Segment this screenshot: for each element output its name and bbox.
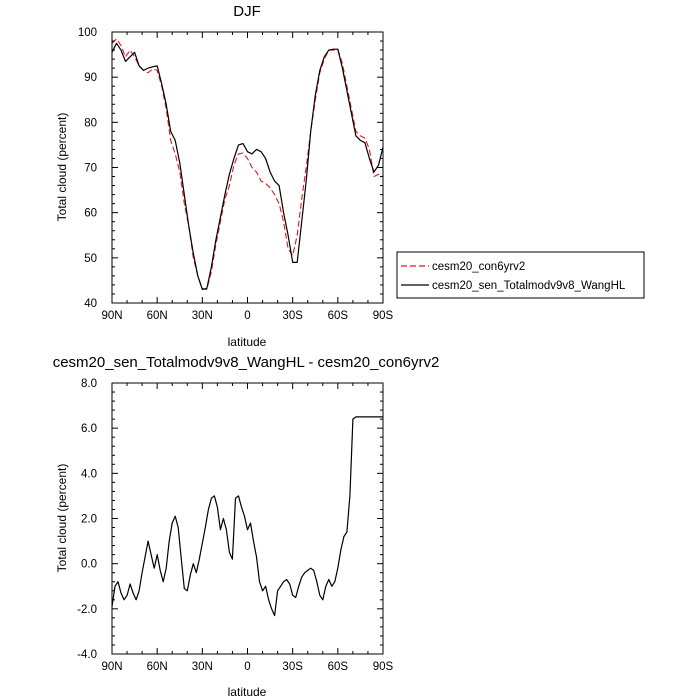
bottom-y-tick-label: 4.0: [81, 468, 97, 480]
bottom-chart: cesm20_sen_Totalmodv9v8_WangHL - cesm20_…: [53, 354, 440, 699]
bottom-y-axis-label: Total cloud (percent): [55, 464, 69, 573]
top-y-tick-label: 90: [84, 72, 97, 84]
bottom-y-tick-label: 2.0: [81, 514, 97, 526]
bottom-y-tick-label: 0.0: [81, 559, 97, 571]
top-x-tick-label: 30S: [282, 310, 303, 322]
legend: cesm20_con6yrv2 cesm20_sen_Totalmodv9v8_…: [396, 251, 645, 299]
bottom-x-tick-label: 0: [244, 661, 250, 673]
legend-box: [396, 251, 645, 299]
top-x-tick-label: 60S: [328, 310, 349, 322]
top-x-tick-label: 30N: [192, 310, 213, 322]
top-x-tick-label: 0: [244, 310, 250, 322]
top-y-tick-label: 100: [78, 27, 97, 39]
top-x-tick-label: 90N: [101, 310, 122, 322]
top-chart-title: DJF: [233, 3, 261, 20]
bottom-x-axis-label: latitude: [228, 685, 267, 699]
bottom-chart-title: cesm20_sen_Totalmodv9v8_WangHL - cesm20_…: [53, 354, 440, 371]
top-x-tick-label: 90S: [373, 310, 394, 322]
legend-label-con6yrv2: cesm20_con6yrv2: [432, 261, 525, 273]
bottom-series-line-0: [111, 416, 383, 617]
bottom-y-tick-label: -4.0: [77, 649, 97, 661]
top-series-line-0: [111, 38, 384, 290]
top-y-tick-label: 80: [84, 117, 97, 129]
top-y-tick-label: 50: [84, 253, 97, 265]
bottom-y-tick-label: -2.0: [77, 604, 97, 616]
bottom-x-tick-label: 90S: [373, 661, 394, 673]
top-chart: DJF 90N 60N 30N 0 30S 60S 90S 40 50 60 70 80 90 100 l…: [55, 3, 394, 349]
top-x-tick-label: 60N: [147, 310, 168, 322]
top-y-axis-label: Total cloud (percent): [55, 113, 69, 222]
bottom-x-tick-label: 30N: [192, 661, 213, 673]
top-series-line-1: [111, 42, 384, 290]
top-plot-frame: [111, 31, 384, 304]
top-x-axis-label: latitude: [228, 335, 267, 349]
bottom-x-tick-label: 90N: [101, 661, 122, 673]
legend-label-sen-totalmod: cesm20_sen_Totalmodv9v8_WangHL: [432, 280, 626, 292]
top-y-tick-label: 40: [84, 298, 97, 310]
bottom-plot-frame: [111, 382, 384, 655]
bottom-x-tick-label: 30S: [282, 661, 303, 673]
top-y-tick-label: 70: [84, 163, 97, 175]
bottom-x-tick-label: 60S: [328, 661, 349, 673]
bottom-x-tick-label: 60N: [147, 661, 168, 673]
bottom-y-tick-label: 8.0: [81, 378, 97, 390]
top-y-tick-label: 60: [84, 208, 97, 220]
bottom-y-tick-label: 6.0: [81, 423, 97, 435]
